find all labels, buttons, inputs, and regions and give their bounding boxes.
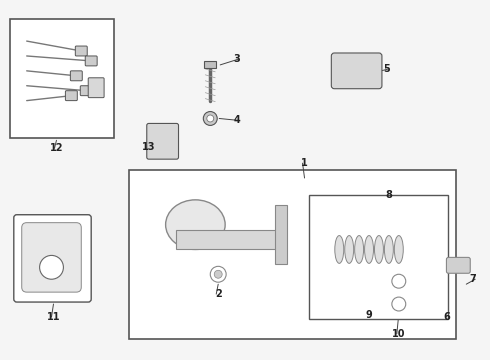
FancyBboxPatch shape — [80, 86, 92, 96]
FancyBboxPatch shape — [331, 53, 382, 89]
Bar — [129, 170, 456, 339]
Text: 1: 1 — [301, 158, 308, 168]
FancyBboxPatch shape — [22, 223, 81, 292]
Bar — [310, 195, 448, 319]
Circle shape — [214, 270, 222, 278]
FancyBboxPatch shape — [147, 123, 178, 159]
Text: 4: 4 — [234, 116, 241, 126]
Ellipse shape — [394, 235, 403, 264]
FancyBboxPatch shape — [85, 56, 97, 66]
FancyBboxPatch shape — [65, 91, 77, 100]
FancyBboxPatch shape — [88, 78, 104, 98]
Ellipse shape — [374, 235, 383, 264]
Bar — [275, 205, 287, 264]
Circle shape — [207, 115, 214, 122]
Text: 3: 3 — [234, 54, 241, 64]
Circle shape — [203, 112, 217, 125]
Text: 6: 6 — [443, 312, 450, 322]
Circle shape — [392, 274, 406, 288]
Circle shape — [40, 255, 63, 279]
FancyBboxPatch shape — [14, 215, 91, 302]
Bar — [204, 61, 216, 68]
Text: 5: 5 — [384, 64, 390, 74]
Ellipse shape — [355, 235, 364, 264]
Ellipse shape — [385, 235, 393, 264]
Text: 8: 8 — [386, 190, 392, 200]
Text: 7: 7 — [470, 274, 477, 284]
Circle shape — [392, 297, 406, 311]
Text: 10: 10 — [392, 329, 406, 339]
Bar — [10, 19, 114, 138]
Ellipse shape — [345, 235, 354, 264]
Ellipse shape — [335, 235, 343, 264]
FancyBboxPatch shape — [75, 46, 87, 56]
FancyBboxPatch shape — [446, 257, 470, 273]
Ellipse shape — [365, 235, 373, 264]
Text: 11: 11 — [47, 312, 60, 322]
FancyBboxPatch shape — [71, 71, 82, 81]
Text: 9: 9 — [366, 310, 372, 320]
Ellipse shape — [166, 200, 225, 249]
Text: 13: 13 — [142, 142, 155, 152]
Text: 2: 2 — [215, 289, 221, 299]
Bar — [175, 230, 285, 249]
Text: 12: 12 — [49, 143, 63, 153]
Circle shape — [210, 266, 226, 282]
